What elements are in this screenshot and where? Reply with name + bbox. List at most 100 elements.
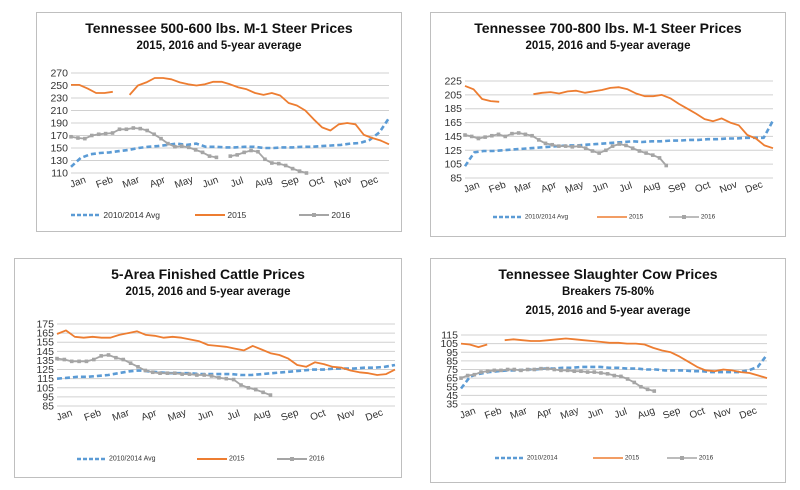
data-point [476,136,481,141]
data-point [605,372,610,376]
data-point [592,370,597,374]
legend-label: 2010/2014 Avg [524,213,569,221]
data-point [570,145,575,149]
x-tick-label: Oct [309,408,328,424]
data-point [632,380,637,385]
series-line-2016 [56,354,271,396]
series-line-2015 [56,329,396,376]
data-point [597,151,601,155]
data-point [290,166,295,171]
data-point [283,163,288,168]
y-tick-label: 85 [450,173,462,185]
data-point [239,383,243,387]
y-tick-label: 125 [36,364,54,376]
data-point [128,361,133,365]
data-point [159,136,163,141]
legend-label: 2015 [227,209,247,220]
data-point [510,131,514,136]
data-point [69,134,73,139]
y-tick-label: 85 [446,355,458,367]
x-tick-label: Sep [280,407,301,424]
data-point [645,387,650,392]
data-point [69,359,74,364]
data-point [261,390,265,395]
y-tick-label: 270 [50,68,68,80]
data-point [180,372,184,376]
data-point [256,149,260,154]
y-tick-label: 230 [50,93,68,105]
legend-item-avg: 2010/2014 Avg [77,455,156,463]
chart-subtitle: 2015, 2016 and 5-year average [525,40,691,52]
data-point [459,376,463,380]
y-tick-label: 135 [36,355,54,367]
data-point [166,141,170,146]
data-point [644,151,648,155]
series-line-2015 [533,86,774,150]
legend-label: 2010/2014 [526,454,558,462]
y-tick-label: 210 [50,105,68,117]
x-tick-label: Jan [55,408,74,424]
y-tick-label: 65 [446,373,458,385]
y-tick-label: 165 [444,117,462,129]
data-point [617,142,622,146]
data-point [217,375,221,380]
data-point [253,387,258,392]
y-tick-label: 205 [444,89,462,101]
series-line-2010-2014-avg [56,363,396,380]
data-point [173,144,177,149]
data-point [165,371,170,375]
x-tick-label: Jul [618,180,634,195]
data-point [143,368,148,373]
data-point [202,373,207,377]
data-point [503,134,508,139]
data-point [89,133,94,138]
x-tick-label: Feb [83,407,103,423]
legend-item-avg: 2010/2014 [495,454,558,462]
data-point [604,148,608,153]
data-point [263,157,267,162]
legend-label: 2015 [624,454,640,462]
x-tick-label: Aug [252,407,272,423]
y-tick-label: 190 [50,118,68,130]
y-tick-label: 175 [36,319,54,331]
data-point [96,132,101,137]
x-tick-label: Jul [229,175,245,190]
data-point [523,132,528,137]
x-tick-label: Oct [307,175,326,191]
x-tick-label: Aug [636,405,656,421]
legend-item-avg: 2010/2014 Avg [71,209,160,220]
chart-subtitle: 2015, 2016 and 5-year average [125,286,291,298]
chart-panel-700-800-steer: Tennessee 700-800 lbs. M-1 Steer Prices … [430,12,786,237]
data-point [532,367,537,372]
data-point [55,356,59,361]
data-point [131,126,136,130]
data-point [235,153,240,157]
y-tick-label: 170 [50,130,68,142]
data-point [579,369,583,374]
x-tick-label: Jun [586,406,605,422]
data-point [214,155,219,160]
data-point [550,142,554,147]
x-tick-label: Jan [462,180,481,196]
legend-label: 2016 [331,209,351,220]
data-point [483,135,487,139]
data-point [469,134,474,139]
y-tick-label: 150 [50,143,68,155]
x-tick-label: Jan [69,175,88,191]
series-line-2015 [504,337,768,379]
data-point [472,372,477,377]
data-point [99,354,103,358]
data-point [228,154,233,158]
y-tick-label: 115 [441,330,458,342]
y-tick-label: 145 [36,346,54,358]
chart-panel-slaughter-cow: Tennessee Slaughter Cow Prices Breakers … [430,258,786,483]
data-point [304,171,309,175]
x-tick-label: Aug [641,179,661,195]
data-point [657,156,662,160]
data-point [76,136,80,140]
x-tick-label: Oct [688,406,707,422]
data-point [84,359,89,364]
data-point [652,389,657,393]
y-tick-label: 45 [446,390,458,402]
